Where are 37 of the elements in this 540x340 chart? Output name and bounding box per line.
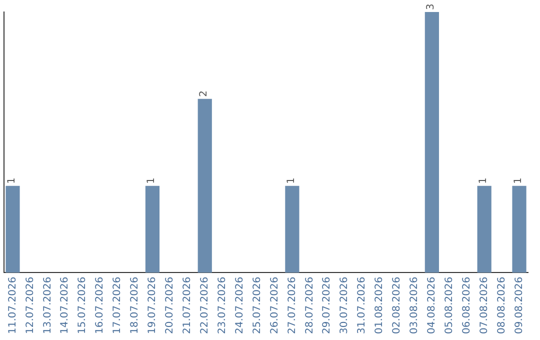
- x-tick-label: 31.07.2026: [356, 276, 368, 334]
- x-tick-label: 09.08.2026: [514, 276, 525, 334]
- x-tick-label: 17.07.2026: [112, 276, 124, 334]
- x-tick-label: 02.08.2026: [392, 276, 403, 334]
- x-tick-label: 12.07.2026: [24, 276, 36, 334]
- x-tick-label: 11.07.2026: [7, 276, 18, 334]
- x-tick-label: 16.07.2026: [94, 276, 106, 334]
- x-tick-label: 29.07.2026: [322, 276, 333, 334]
- x-tick-label: 22.07.2026: [199, 276, 210, 334]
- x-tick-label: 21.07.2026: [182, 276, 193, 334]
- x-tick-label: 18.07.2026: [130, 276, 141, 334]
- data-label: 1: [146, 177, 158, 184]
- x-tick-label: 25.07.2026: [252, 276, 263, 334]
- x-tick-label: 03.08.2026: [409, 276, 420, 334]
- x-tick-label: 05.08.2026: [444, 276, 455, 334]
- x-tick-label: 04.08.2026: [426, 276, 438, 334]
- x-tick-label: 23.07.2026: [216, 276, 228, 334]
- data-label: 1: [6, 177, 18, 184]
- data-label: 1: [478, 177, 489, 184]
- x-tick-label: 19.07.2026: [147, 276, 158, 334]
- data-label: 1: [286, 177, 297, 184]
- x-tick-label: 01.08.2026: [374, 276, 386, 334]
- x-tick-label: 14.07.2026: [60, 276, 71, 334]
- x-tick-label: 30.07.2026: [339, 276, 350, 334]
- data-label: 1: [512, 177, 524, 184]
- x-tick-label: 08.08.2026: [496, 276, 508, 334]
- x-tick-label: 07.08.2026: [478, 276, 490, 334]
- x-tick-label: 28.07.2026: [304, 276, 316, 334]
- x-tick-label: 24.07.2026: [234, 276, 246, 334]
- data-label: 3: [426, 4, 437, 10]
- x-tick-label: 15.07.2026: [77, 276, 88, 334]
- data-label: 2: [198, 90, 210, 97]
- x-tick-label: 26.07.2026: [269, 276, 280, 334]
- x-tick-label: 13.07.2026: [42, 276, 54, 334]
- x-tick-label: 27.07.2026: [286, 276, 298, 334]
- x-tick-label: 06.08.2026: [461, 276, 472, 334]
- x-tick-label: 20.07.2026: [164, 276, 176, 334]
